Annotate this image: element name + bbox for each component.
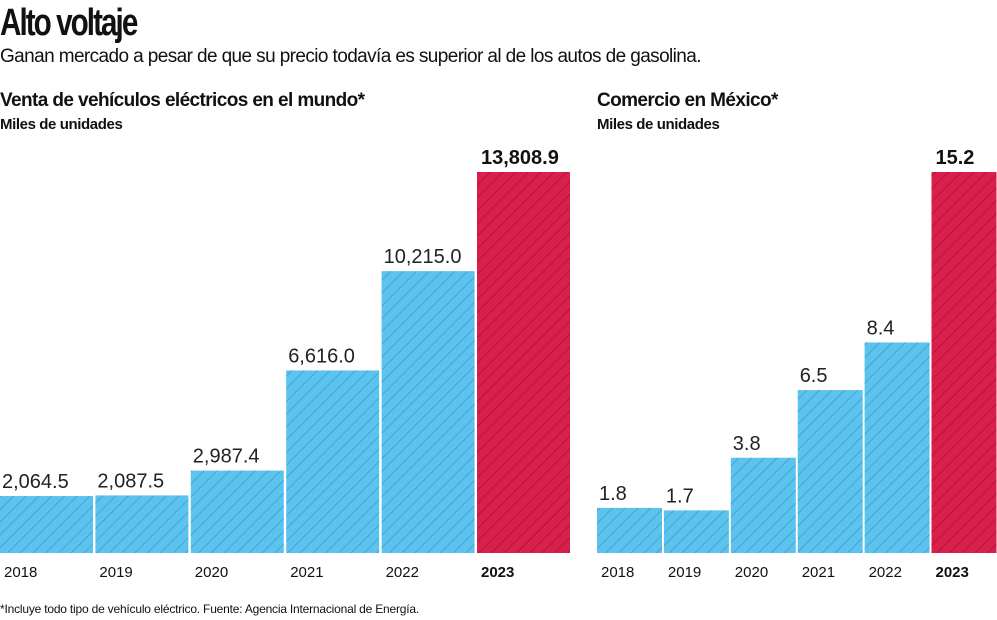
value-label-2020: 3.8 (733, 433, 761, 455)
bar-2022 (864, 342, 930, 553)
bar-2022 (381, 271, 475, 553)
bar-2020 (190, 470, 284, 553)
value-label-2022: 10,215.0 (384, 246, 462, 268)
x-tick-2019: 2019 (668, 564, 701, 581)
page-title: Alto voltaje (0, 2, 138, 44)
chart-world-unit: Miles de unidades (0, 116, 123, 133)
bar-2020 (730, 457, 796, 553)
value-label-2020: 2,987.4 (193, 446, 260, 468)
x-tick-2018: 2018 (4, 564, 37, 581)
value-label-2019: 2,087.5 (97, 470, 164, 492)
bar-2019 (663, 510, 729, 553)
x-tick-2023: 2023 (481, 564, 514, 581)
x-tick-2020: 2020 (735, 564, 768, 581)
x-tick-2019: 2019 (99, 564, 132, 581)
footnote: *Incluye todo tipo de vehículo eléctrico… (0, 602, 420, 616)
bar-2023 (477, 172, 570, 553)
x-tick-2022: 2022 (869, 564, 902, 581)
chart-world-title: Venta de vehículos eléctricos en el mund… (0, 90, 365, 111)
bar-2018 (0, 496, 93, 553)
chart-mexico-title: Comercio en México* (597, 90, 778, 111)
bar-2021 (286, 370, 380, 553)
bar-2023 (931, 172, 997, 553)
page-subtitle: Ganan mercado a pesar de que su precio t… (0, 46, 701, 67)
value-label-2018: 1.8 (599, 483, 627, 505)
bar-2018 (597, 507, 662, 553)
x-tick-2020: 2020 (195, 564, 228, 581)
value-label-2018: 2,064.5 (2, 471, 69, 493)
chart-mexico-unit: Miles de unidades (597, 116, 720, 133)
x-tick-2023: 2023 (936, 564, 969, 581)
bar-2019 (95, 495, 189, 553)
value-label-2023: 13,808.9 (481, 147, 559, 169)
x-tick-2018: 2018 (601, 564, 634, 581)
value-label-2019: 1.7 (666, 485, 694, 507)
x-tick-2022: 2022 (386, 564, 419, 581)
x-tick-2021: 2021 (290, 564, 323, 581)
x-tick-2021: 2021 (802, 564, 835, 581)
value-label-2021: 6.5 (800, 365, 828, 387)
value-label-2022: 8.4 (867, 317, 895, 339)
value-label-2023: 15.2 (936, 147, 975, 169)
value-label-2021: 6,616.0 (288, 345, 355, 367)
bar-2021 (797, 390, 863, 553)
